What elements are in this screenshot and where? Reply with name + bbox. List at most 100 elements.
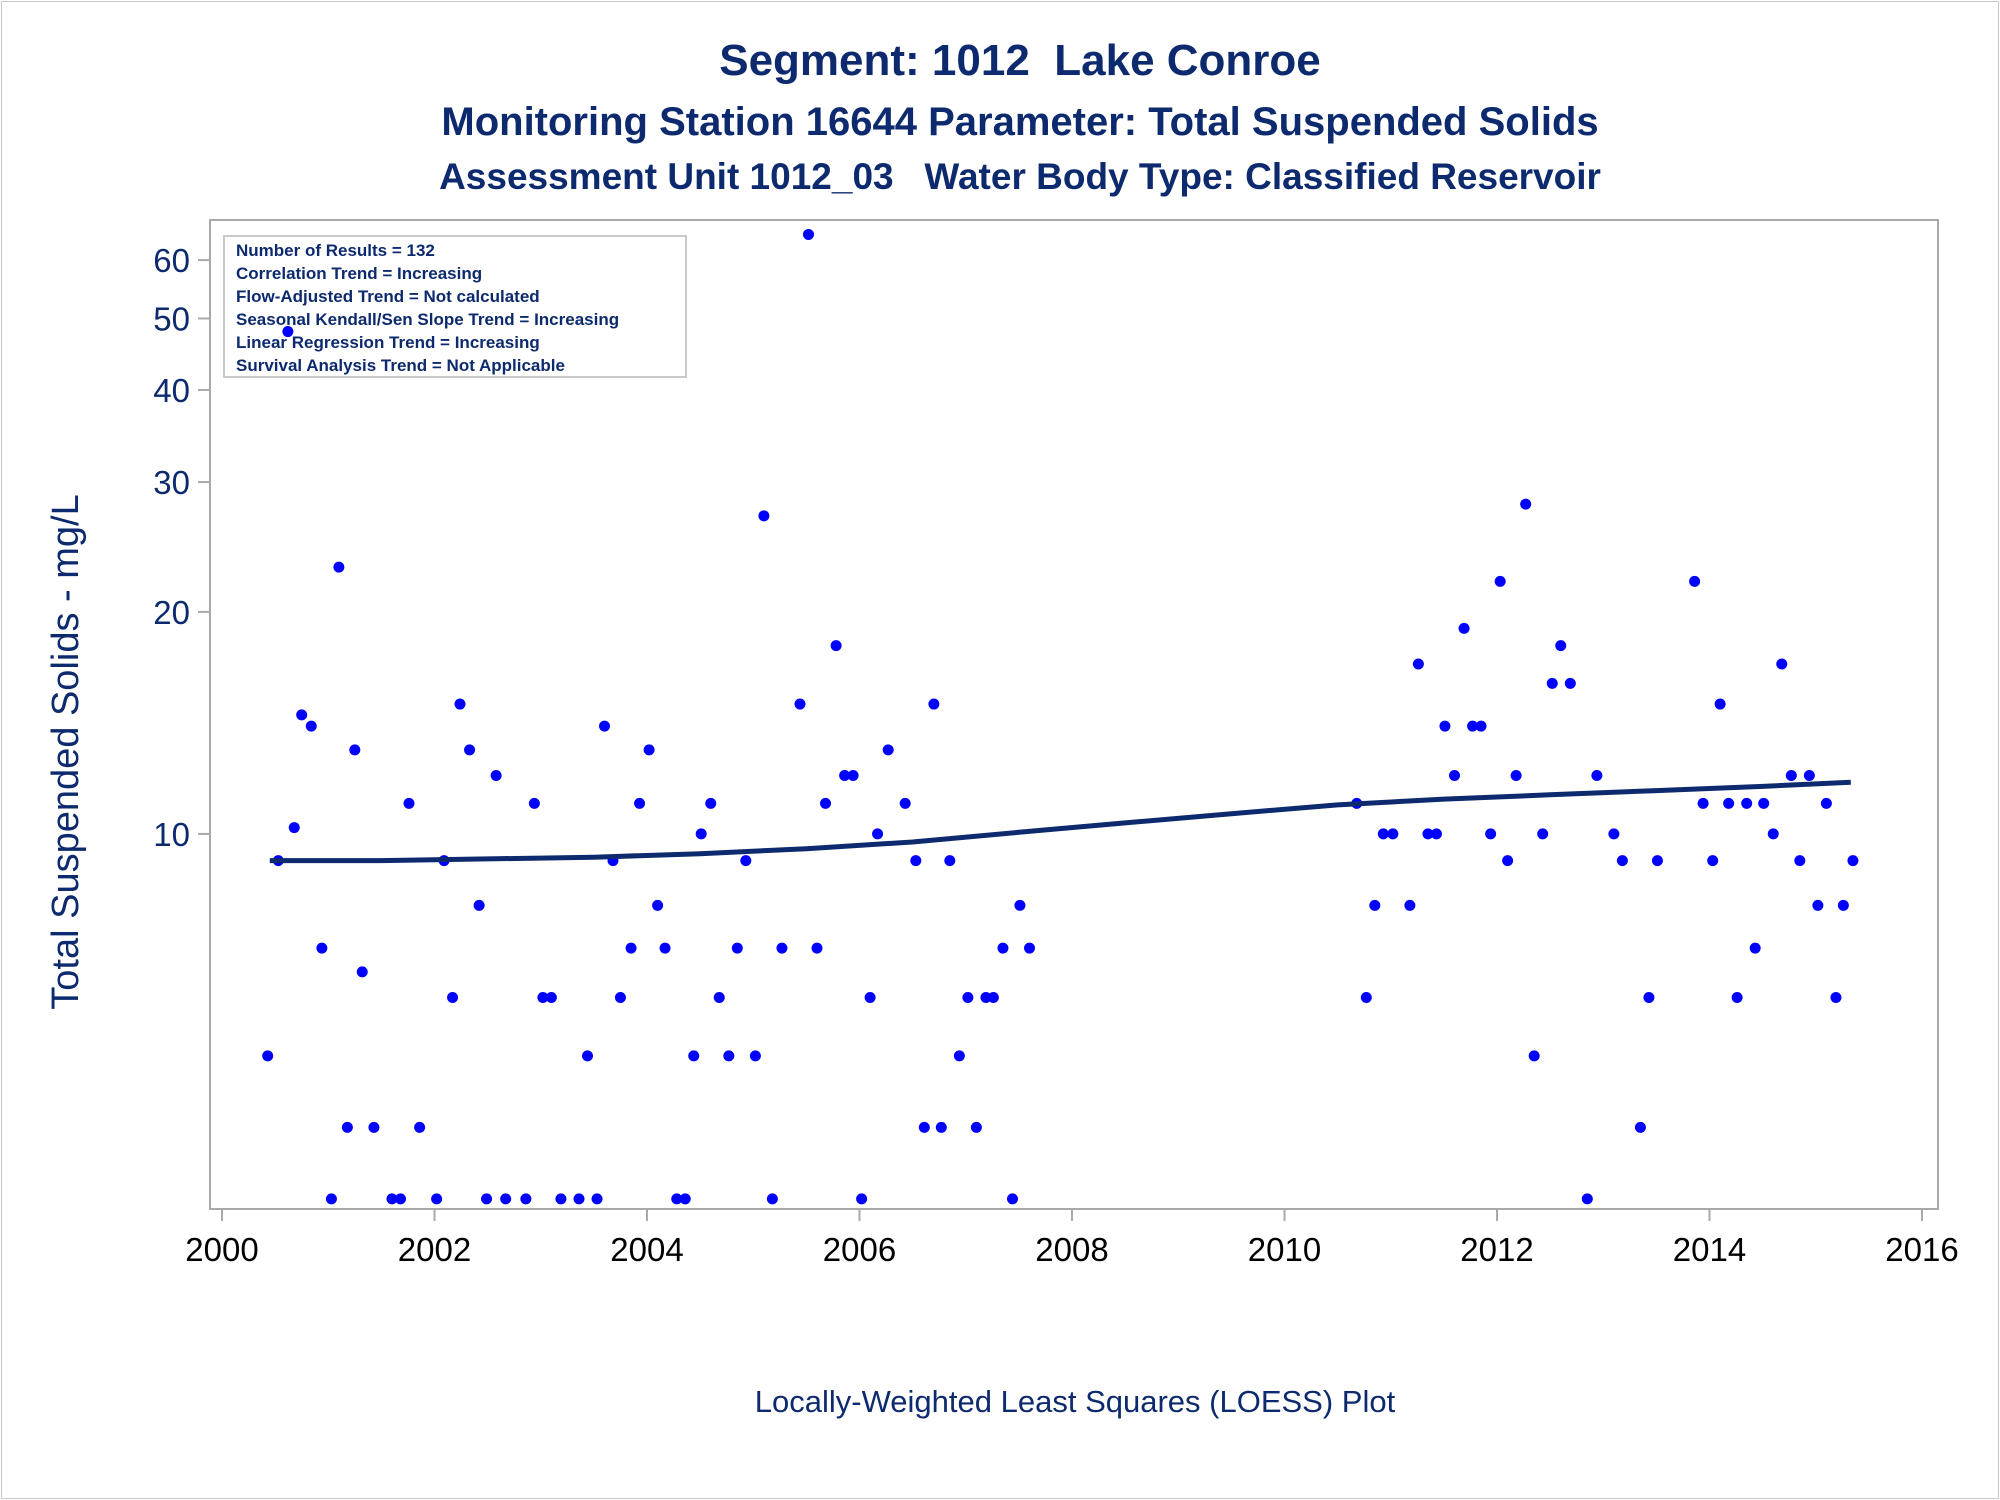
data-point	[349, 744, 361, 756]
x-axis-label: Locally-Weighted Least Squares (LOESS) P…	[755, 1384, 1396, 1419]
data-point	[1689, 575, 1701, 587]
data-point	[723, 1050, 735, 1062]
x-tick-label: 2006	[823, 1231, 896, 1268]
data-point	[1546, 677, 1558, 689]
data-point	[652, 899, 664, 911]
y-tick-label: 10	[153, 816, 190, 853]
x-tick-label: 2008	[1035, 1231, 1108, 1268]
data-point	[1555, 640, 1567, 652]
data-point	[671, 1193, 683, 1205]
data-point	[481, 1193, 493, 1205]
data-point	[282, 326, 294, 338]
data-point	[386, 1193, 398, 1205]
data-point	[1467, 720, 1479, 732]
data-point	[928, 698, 940, 710]
data-point	[1377, 828, 1389, 840]
x-tick-label: 2000	[185, 1231, 258, 1268]
data-point	[625, 942, 637, 954]
x-tick-label: 2012	[1460, 1231, 1533, 1268]
data-point	[749, 1050, 761, 1062]
data-point	[899, 797, 911, 809]
stats-line-correlation: Correlation Trend = Increasing	[236, 264, 482, 283]
data-point	[1812, 899, 1824, 911]
data-point	[454, 698, 466, 710]
y-tick-label: 50	[153, 300, 190, 337]
stats-box-frame	[223, 235, 687, 378]
data-point	[679, 1193, 691, 1205]
data-point	[1439, 720, 1451, 732]
data-point	[599, 720, 610, 732]
data-point	[500, 1193, 512, 1205]
data-point	[333, 561, 345, 573]
data-point	[1458, 622, 1470, 634]
data-point	[882, 744, 894, 756]
data-point	[591, 1193, 603, 1205]
data-point	[431, 1193, 443, 1205]
data-point	[856, 1193, 868, 1205]
data-point	[643, 744, 655, 756]
data-point	[918, 1121, 930, 1133]
data-point	[288, 822, 300, 834]
data-point	[1697, 797, 1709, 809]
data-point	[910, 855, 922, 867]
data-point	[447, 992, 459, 1004]
data-point	[695, 828, 707, 840]
stats-line-results: Number of Results = 132	[236, 241, 435, 260]
data-point	[1404, 899, 1416, 911]
data-point	[473, 899, 485, 911]
stats-line-seasonal-kendall: Seasonal Kendall/Sen Slope Trend = Incre…	[236, 310, 619, 329]
data-point	[962, 992, 974, 1004]
data-point	[1776, 658, 1788, 670]
data-point	[316, 942, 328, 954]
data-point	[740, 855, 752, 867]
data-point	[1830, 992, 1842, 1004]
data-point	[573, 1193, 585, 1205]
stats-line-flow-adjusted: Flow-Adjusted Trend = Not calculated	[236, 287, 540, 306]
data-point	[830, 640, 842, 652]
y-tick-label: 20	[153, 594, 190, 631]
data-point	[1591, 770, 1603, 782]
chart-subtitle: Monitoring Station 16644 Parameter: Tota…	[441, 100, 1599, 144]
data-point	[520, 1193, 532, 1205]
data-point	[1412, 658, 1424, 670]
data-point	[1820, 797, 1832, 809]
data-point	[970, 1121, 982, 1133]
data-points	[262, 228, 1859, 1205]
data-point	[1422, 828, 1434, 840]
data-point	[1510, 770, 1522, 782]
data-point	[1494, 575, 1506, 587]
data-point	[614, 992, 626, 1004]
data-point	[1758, 797, 1770, 809]
data-point	[1643, 992, 1655, 1004]
data-point	[341, 1121, 353, 1133]
data-point	[464, 744, 476, 756]
data-point	[1537, 828, 1549, 840]
data-point	[1714, 698, 1726, 710]
data-point	[1847, 855, 1859, 867]
data-point	[987, 992, 999, 1004]
loess-curve	[269, 779, 1851, 864]
data-point	[368, 1121, 380, 1133]
data-point	[713, 992, 725, 1004]
stats-box: Number of Results = 132 Correlation Tren…	[223, 235, 687, 378]
data-point	[1767, 828, 1779, 840]
x-tick-label: 2004	[610, 1231, 683, 1268]
chart-title: Segment: 1012 Lake Conroe	[719, 36, 1321, 85]
data-point	[803, 228, 814, 240]
data-point	[1634, 1121, 1646, 1133]
data-point	[490, 770, 502, 782]
data-point	[1723, 797, 1735, 809]
data-point	[1731, 992, 1743, 1004]
y-tick-label: 60	[153, 242, 190, 279]
data-point	[582, 1050, 593, 1062]
data-point	[1581, 1193, 1593, 1205]
data-point	[794, 698, 806, 710]
data-point	[758, 510, 770, 522]
x-axis: 2000 2002 2004 2006 2008 2010 2012 2014 2016	[185, 1209, 1959, 1268]
data-point	[1707, 855, 1719, 867]
data-point	[997, 942, 1009, 954]
data-point	[1369, 899, 1381, 911]
stats-line-survival: Survival Analysis Trend = Not Applicable	[236, 356, 565, 375]
